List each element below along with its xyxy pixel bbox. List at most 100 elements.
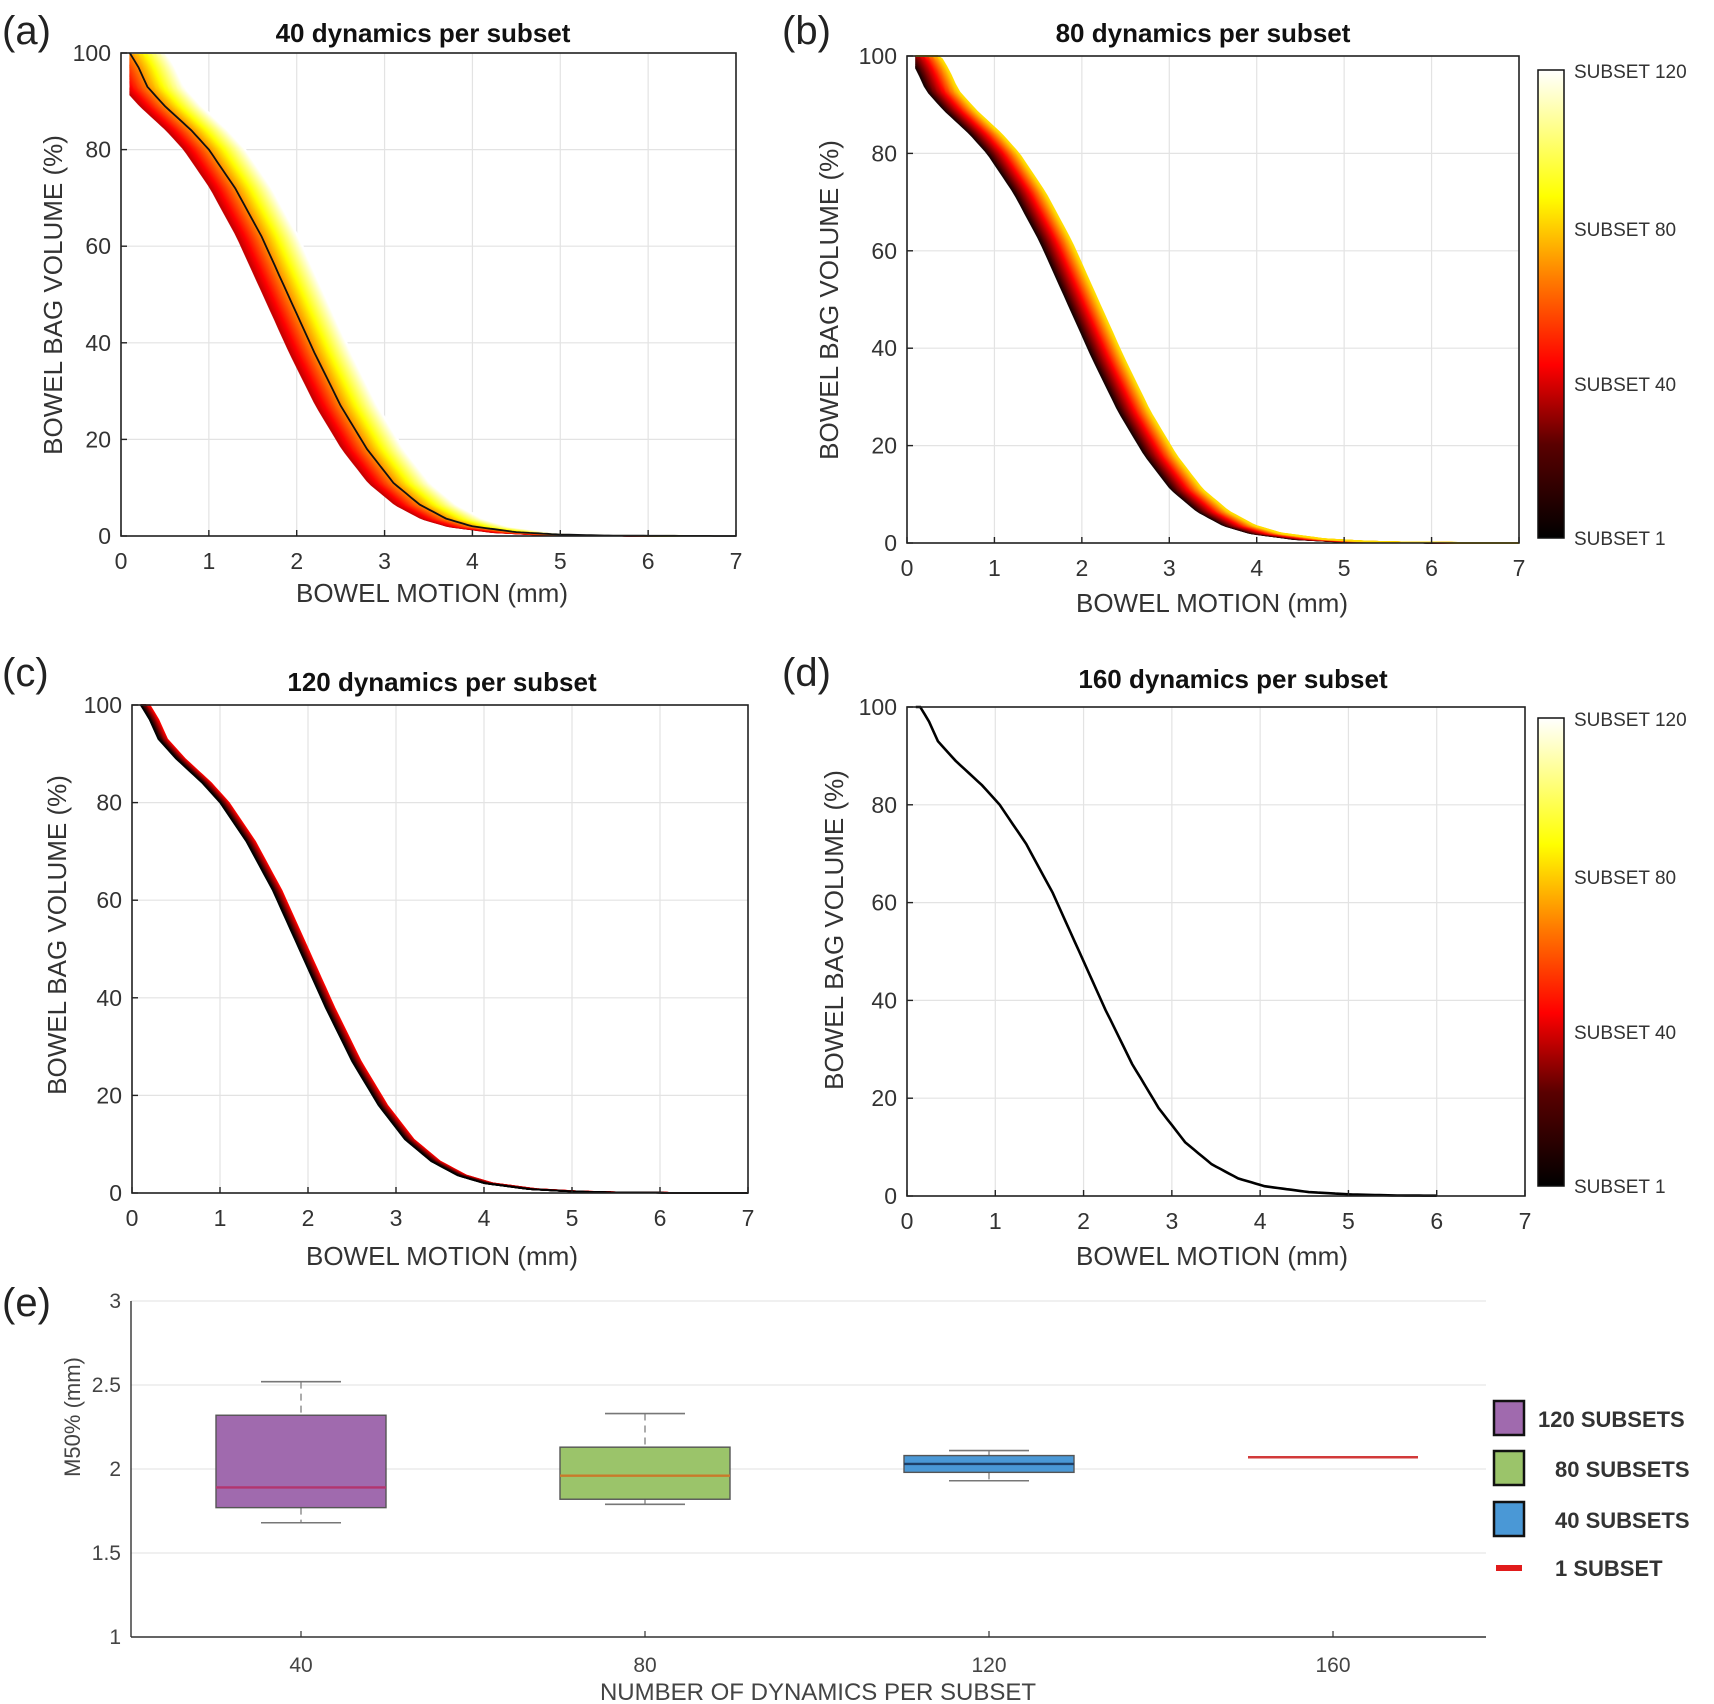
x-tick-label: 2 xyxy=(1075,555,1088,581)
series-line xyxy=(915,705,1437,1197)
y-tick-label: 1.5 xyxy=(92,1542,121,1565)
x-axis-label-a: BOWEL MOTION (mm) xyxy=(296,578,568,608)
y-axis-label-b: BOWEL BAG VOLUME (%) xyxy=(814,140,844,460)
x-tick-label: 4 xyxy=(1254,1208,1267,1234)
x-axis-label-d: BOWEL MOTION (mm) xyxy=(1076,1241,1348,1271)
x-axis-label-c: BOWEL MOTION (mm) xyxy=(306,1241,578,1271)
plot-area-b xyxy=(907,56,1519,543)
colorbar-bottom-label-80: SUBSET 80 xyxy=(1574,868,1676,889)
colorbar-top-label-80: SUBSET 80 xyxy=(1574,220,1676,241)
panel-label-d: (d) xyxy=(782,651,831,695)
x-tick-label: 0 xyxy=(901,1208,914,1234)
x-tick-label: 7 xyxy=(1519,1208,1532,1234)
x-tick-label: 6 xyxy=(642,548,655,574)
y-tick-label: 20 xyxy=(85,426,111,452)
colorbar-top: SUBSET 120 SUBSET 80 SUBSET 40 SUBSET 1 xyxy=(1537,62,1687,550)
y-tick-label: 40 xyxy=(96,985,122,1011)
colorbar-bottom-ramp xyxy=(1537,717,1565,1187)
x-tick-label: 5 xyxy=(566,1205,579,1231)
chart-title-a: 40 dynamics per subset xyxy=(276,18,571,48)
x-tick-label: 2 xyxy=(290,548,303,574)
y-tick-label: 0 xyxy=(884,530,897,556)
y-tick-label: 3 xyxy=(109,1290,121,1313)
chart-title-c: 120 dynamics per subset xyxy=(287,667,597,697)
x-tick-label: 7 xyxy=(730,548,743,574)
plot-area-d xyxy=(907,707,1525,1196)
x-tick-label: 5 xyxy=(1342,1208,1355,1234)
x-tick-label: 3 xyxy=(378,548,391,574)
legend-label-120-subsets: 120 SUBSETS xyxy=(1538,1407,1685,1432)
plot-panel-d: 0 1 2 3 4 5 6 7 0 20 40 60 80 100 xyxy=(859,694,1532,1234)
x-tick-label: 160 xyxy=(1315,1654,1350,1677)
y-tick-label: 60 xyxy=(96,887,122,913)
x-tick-label: 6 xyxy=(1430,1208,1443,1234)
colorbar-bottom-label-40: SUBSET 40 xyxy=(1574,1023,1676,1044)
y-tick-label: 2.5 xyxy=(92,1374,121,1397)
y-tick-label: 80 xyxy=(85,137,111,163)
colorbar-top-ramp xyxy=(1537,69,1565,539)
colorbar-bottom: SUBSET 120 SUBSET 80 SUBSET 40 SUBSET 1 xyxy=(1537,710,1687,1198)
legend-swatch-1-subset xyxy=(1496,1565,1522,1571)
legend-e: 120 SUBSETS 80 SUBSETS 40 SUBSETS 1 SUBS… xyxy=(1492,1399,1690,1581)
legend-swatch-80-subsets xyxy=(1492,1449,1526,1487)
y-tick-label: 20 xyxy=(871,433,897,459)
x-tick-label: 5 xyxy=(1338,555,1351,581)
y-tick-label: 80 xyxy=(96,790,122,816)
y-tick-label: 100 xyxy=(84,692,122,718)
y-tick-label: 100 xyxy=(859,43,897,69)
x-tick-label: 1 xyxy=(202,548,215,574)
x-tick-label: 5 xyxy=(554,548,567,574)
y-tick-label: 60 xyxy=(85,233,111,259)
y-tick-label: 20 xyxy=(871,1085,897,1111)
y-tick-label: 80 xyxy=(871,792,897,818)
plot-frame-c xyxy=(131,704,749,1194)
y-axis-label-c: BOWEL BAG VOLUME (%) xyxy=(42,775,72,1095)
x-tick-label: 2 xyxy=(302,1205,315,1231)
y-tick-label: 100 xyxy=(859,694,897,720)
y-axis-label-d: BOWEL BAG VOLUME (%) xyxy=(819,770,849,1090)
y-tick-label: 60 xyxy=(871,890,897,916)
chart-title-b: 80 dynamics per subset xyxy=(1056,18,1351,48)
x-tick-label: 0 xyxy=(126,1205,139,1231)
y-tick-label: 40 xyxy=(871,987,897,1013)
box-80 xyxy=(559,1446,731,1500)
y-axis-label-e: M50% (mm) xyxy=(60,1357,85,1477)
x-axis-label-b: BOWEL MOTION (mm) xyxy=(1076,588,1348,618)
x-tick-label: 3 xyxy=(390,1205,403,1231)
x-tick-label: 4 xyxy=(466,548,479,574)
colorbar-bottom-label-120: SUBSET 120 xyxy=(1574,710,1687,731)
legend-label-1-subset: 1 SUBSET xyxy=(1555,1556,1663,1581)
x-tick-label: 6 xyxy=(654,1205,667,1231)
y-tick-label: 2 xyxy=(109,1458,121,1481)
y-axis-label-a: BOWEL BAG VOLUME (%) xyxy=(38,135,68,455)
y-tick-label: 20 xyxy=(96,1082,122,1108)
y-tick-label: 60 xyxy=(871,238,897,264)
chart-title-d: 160 dynamics per subset xyxy=(1078,664,1388,694)
plot-panel-c: 0 1 2 3 4 5 6 7 0 20 40 60 80 100 xyxy=(84,692,755,1231)
x-tick-label: 6 xyxy=(1425,555,1438,581)
y-tick-label: 0 xyxy=(109,1180,122,1206)
x-tick-label: 2 xyxy=(1077,1208,1090,1234)
box-40 xyxy=(215,1414,387,1509)
panel-label-b: (b) xyxy=(782,9,831,53)
x-tick-label: 80 xyxy=(633,1654,656,1677)
y-tick-label: 100 xyxy=(73,40,111,66)
y-tick-label: 1 xyxy=(109,1626,121,1649)
legend-label-40-subsets: 40 SUBSETS xyxy=(1555,1508,1690,1533)
plot-panel-e: 1 1.5 2 2.5 3 40 80 120 160 xyxy=(92,1290,1486,1677)
x-tick-label: 40 xyxy=(289,1654,312,1677)
plot-area-c xyxy=(132,705,748,1193)
colorbar-top-label-1: SUBSET 1 xyxy=(1574,529,1666,550)
x-tick-label: 4 xyxy=(478,1205,491,1231)
plot-panel-a: 0 1 2 3 4 5 6 7 0 20 40 60 80 100 xyxy=(73,40,743,574)
x-tick-label: 3 xyxy=(1163,555,1176,581)
x-tick-label: 0 xyxy=(115,548,128,574)
y-tick-label: 40 xyxy=(85,330,111,356)
y-tick-label: 40 xyxy=(871,335,897,361)
x-tick-label: 1 xyxy=(989,1208,1002,1234)
panel-label-a: (a) xyxy=(2,9,51,53)
plot-frame-d xyxy=(906,706,1526,1197)
colorbar-top-label-120: SUBSET 120 xyxy=(1574,62,1687,83)
panel-label-e: (e) xyxy=(2,1281,51,1325)
